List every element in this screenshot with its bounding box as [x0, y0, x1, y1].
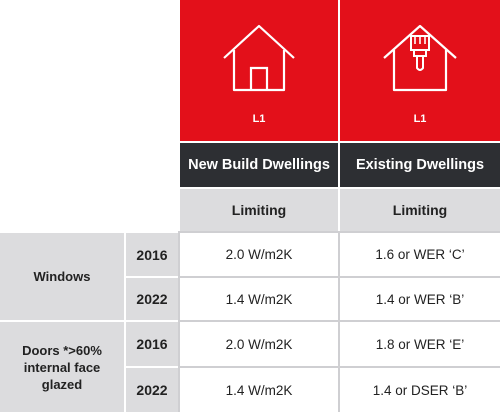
value-doors-2022-new: 1.4 W/m2K	[180, 368, 338, 412]
col2-title: Existing Dwellings	[340, 143, 500, 187]
col2-subheader: Limiting	[340, 189, 500, 231]
value-doors-2022-existing: 1.4 or DSER ‘B’	[340, 368, 500, 412]
col1-icon-panel: L1	[180, 0, 338, 141]
value-windows-2016-existing: 1.6 or WER ‘C’	[340, 233, 500, 276]
year-doors-2022: 2022	[126, 368, 178, 412]
year-doors-2016: 2016	[126, 322, 178, 366]
group-label-windows: Windows	[0, 233, 124, 320]
year-windows-2022: 2022	[126, 278, 178, 320]
col1-title: New Build Dwellings	[180, 143, 338, 187]
value-doors-2016-existing: 1.8 or WER ‘E’	[340, 322, 500, 366]
col1-code: L1	[252, 113, 266, 125]
value-windows-2022-existing: 1.4 or WER ‘B’	[340, 278, 500, 320]
house-paintbrush-icon	[383, 24, 457, 92]
value-doors-2016-new: 2.0 W/m2K	[180, 322, 338, 366]
grid-line	[178, 233, 180, 412]
col2-code: L1	[413, 113, 427, 125]
grid-line	[338, 233, 340, 412]
year-windows-2016: 2016	[126, 233, 178, 276]
value-windows-2022-new: 1.4 W/m2K	[180, 278, 338, 320]
col2-icon-panel: L1	[340, 0, 500, 141]
house-icon	[223, 24, 295, 92]
value-windows-2016-new: 2.0 W/m2K	[180, 233, 338, 276]
group-label-doors: Doors *>60% internal face glazed	[0, 322, 124, 412]
grid-line	[178, 231, 500, 233]
col1-subheader: Limiting	[180, 189, 338, 231]
